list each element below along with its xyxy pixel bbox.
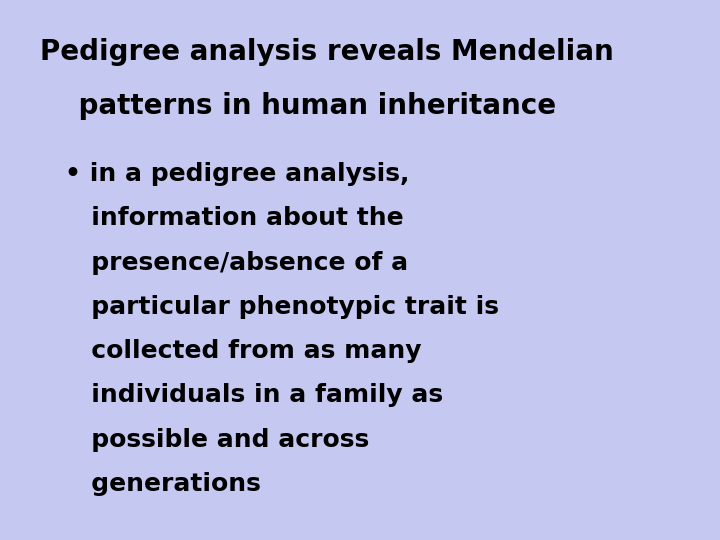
Text: particular phenotypic trait is: particular phenotypic trait is bbox=[65, 295, 499, 319]
Text: patterns in human inheritance: patterns in human inheritance bbox=[40, 92, 556, 120]
Text: Pedigree analysis reveals Mendelian: Pedigree analysis reveals Mendelian bbox=[40, 38, 613, 66]
Text: • in a pedigree analysis,: • in a pedigree analysis, bbox=[65, 162, 409, 186]
Text: information about the: information about the bbox=[65, 206, 403, 230]
Text: generations: generations bbox=[65, 472, 261, 496]
Text: possible and across: possible and across bbox=[65, 428, 369, 451]
Text: presence/absence of a: presence/absence of a bbox=[65, 251, 408, 274]
Text: individuals in a family as: individuals in a family as bbox=[65, 383, 443, 407]
Text: collected from as many: collected from as many bbox=[65, 339, 421, 363]
